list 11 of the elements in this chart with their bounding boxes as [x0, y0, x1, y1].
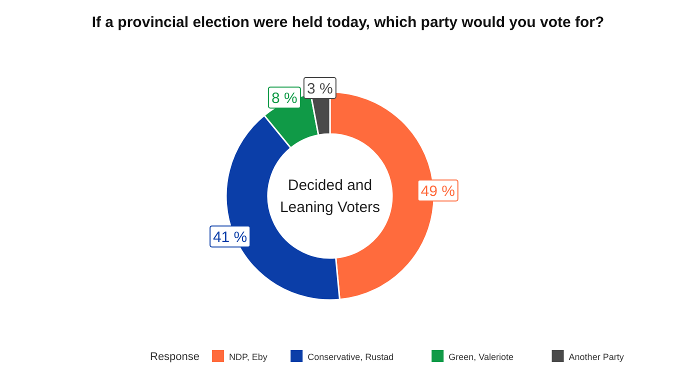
data-label: 8 %	[272, 90, 298, 108]
legend-label: Green, Valeriote	[448, 352, 514, 362]
chart-title: If a provincial election were held today, which party would you vote for?	[92, 14, 604, 31]
legend-label: Another Party	[568, 352, 624, 362]
legend-title: Response	[150, 351, 200, 363]
text: Decided and Leaning Voters	[280, 177, 380, 216]
data-label: 41 %	[212, 228, 248, 246]
legend-label: Conservative, Rustad	[308, 352, 394, 362]
data-label: 3 %	[307, 80, 333, 98]
legend-label: NDP, Eby	[229, 352, 268, 362]
data-label: 49 %	[420, 182, 455, 200]
